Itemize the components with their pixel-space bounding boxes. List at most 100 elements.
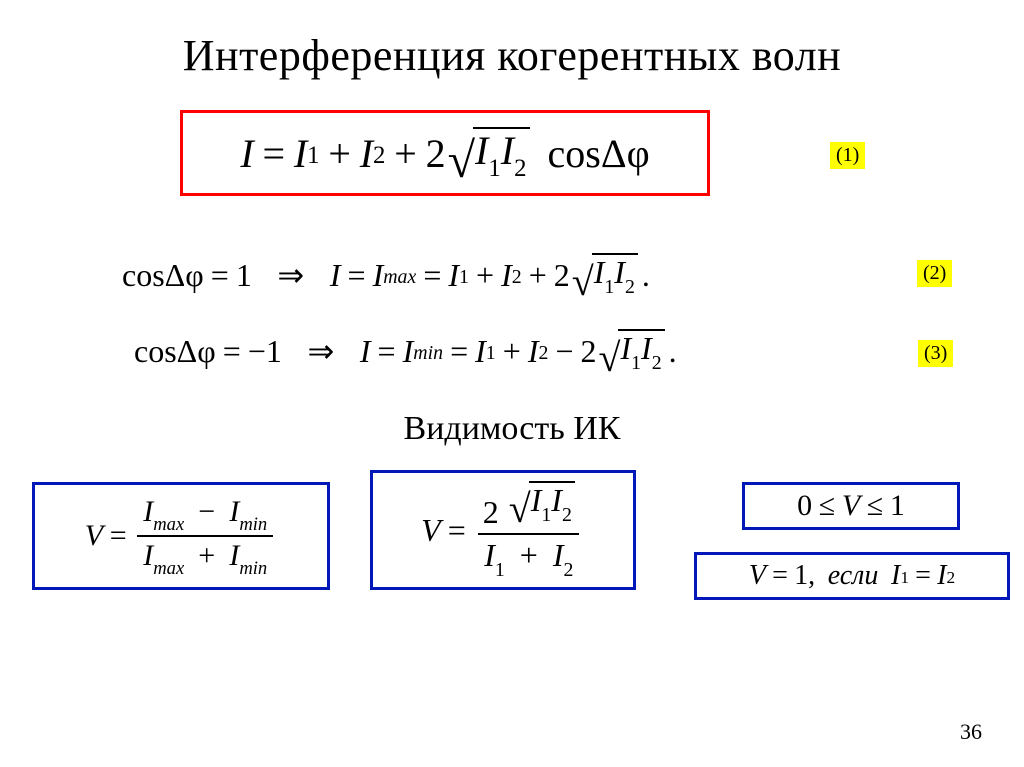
eq2-radicand: I1I2 <box>592 253 638 296</box>
eq3-radicand: I1I2 <box>618 329 664 372</box>
eq2-s2: 2 <box>512 266 522 289</box>
eq3-s2: 2 <box>538 342 548 365</box>
eq5-ds1: 1 <box>495 559 505 581</box>
eq2-p1: + <box>476 257 494 294</box>
eq3-s1: 1 <box>486 342 496 365</box>
eq3-rss2: 2 <box>652 352 662 374</box>
eq2-sqrt: √ I1I2 <box>572 253 638 296</box>
page-number: 36 <box>960 719 982 745</box>
eq7-eq2: = <box>915 560 931 592</box>
eq4-nminus: − <box>198 495 215 530</box>
equation-2: cos Δφ = 1 ⇒ I = Imax = I1 + I2 + 2 √ I1… <box>118 244 898 306</box>
eq5-dI2: I <box>553 537 564 573</box>
eq2-p2: + <box>529 257 547 294</box>
eq1-radicand: I1I2 <box>473 127 529 179</box>
eq4-dmin: min <box>239 558 267 579</box>
eq3-neg1: −1 <box>248 333 282 370</box>
eq2-I2: I <box>501 257 512 294</box>
equation-1-number: (1) <box>830 142 865 169</box>
eq5-ntwo: 2 <box>483 494 499 530</box>
eq7-V: V <box>749 560 766 592</box>
eq1-sqrt: √ I1I2 <box>448 127 530 179</box>
eq5-eq: = <box>448 512 466 549</box>
eq4-dplus: + <box>198 539 215 574</box>
eq6-one: 1 <box>890 489 905 523</box>
eq2-two: 2 <box>554 257 570 294</box>
eq2-s1: 1 <box>459 266 469 289</box>
eq2-eq2: = <box>423 257 441 294</box>
eq1-rI2: I <box>501 128 514 173</box>
eq4-fraction: Imax − Imin Imax + Imin <box>137 493 273 580</box>
eq6-zero: 0 <box>797 489 812 523</box>
sqrt-symbol-3: √ <box>599 344 621 372</box>
equation-4: V = Imax − Imin Imax + Imin <box>32 482 330 590</box>
eq6-V: V <box>842 489 860 523</box>
eq2-arrow: ⇒ <box>277 256 304 294</box>
eq5-ds2: 2 <box>564 559 574 581</box>
eq7-comma: , <box>808 560 815 592</box>
eq3-Imin: I <box>403 333 414 370</box>
eq7-s2: 2 <box>946 568 955 588</box>
eq2-eq1: = <box>348 257 366 294</box>
equation-6: 0 ≤ V ≤ 1 <box>742 482 960 530</box>
eq1-plus1: + <box>328 130 351 177</box>
eq3-eq1: = <box>378 333 396 370</box>
eq3-eq: = <box>223 333 241 370</box>
eq3-I1: I <box>475 333 486 370</box>
eq3-I: I <box>360 333 371 370</box>
eq3-sqrt: √ I1I2 <box>599 329 665 372</box>
eq2-eq: = <box>211 257 229 294</box>
eq5-nI2: I <box>551 482 562 518</box>
eq3-rI2: I <box>641 330 652 366</box>
eq7-eq: = <box>772 560 788 592</box>
eq5-dplus: + <box>520 537 538 574</box>
eq1-I: I <box>240 130 253 177</box>
eq5-dI1: I <box>484 537 495 573</box>
eq3-arrow: ⇒ <box>307 332 334 370</box>
eq4-nI2: I <box>229 495 239 528</box>
eq4-nI1: I <box>143 495 153 528</box>
eq7-if: если <box>828 560 879 592</box>
eq3-m: − <box>555 333 573 370</box>
sqrt-symbol-2: √ <box>572 268 594 296</box>
eq7-s1: 1 <box>900 568 909 588</box>
eq5-num: 2 √ I1I2 <box>477 479 581 533</box>
equation-5: V = 2 √ I1I2 I1 + I2 <box>370 470 636 590</box>
eq7-I1: I <box>891 560 900 592</box>
eq2-one: 1 <box>236 257 252 294</box>
slide-title: Интерференция когерентных волн <box>0 30 1024 81</box>
eq4-eq: = <box>110 519 127 553</box>
eq7-one: 1 <box>794 560 808 592</box>
eq5-nI1: I <box>531 482 542 518</box>
eq2-Imax: I <box>373 257 384 294</box>
eq4-nmax: max <box>153 514 184 535</box>
eq2-max: max <box>383 266 416 289</box>
sqrt-symbol: √ <box>448 143 475 178</box>
eq1-sub1: 1 <box>307 142 319 170</box>
eq2-rI2: I <box>614 254 625 290</box>
eq1-eq: = <box>262 130 285 177</box>
eq5-ns2: 2 <box>562 504 572 526</box>
eq2-rss2: 2 <box>625 276 635 298</box>
subtitle: Видимость ИК <box>0 410 1024 448</box>
eq1-dphi: Δφ <box>601 130 650 177</box>
eq5-ns1: 1 <box>541 504 551 526</box>
eq1-sub2: 2 <box>373 142 385 170</box>
eq7-I2: I <box>937 560 946 592</box>
eq2-I1: I <box>448 257 459 294</box>
equation-3: cos Δφ = −1 ⇒ I = Imin = I1 + I2 − 2 √ I… <box>134 320 914 382</box>
eq4-V: V <box>85 519 103 553</box>
sqrt-symbol-5: √ <box>509 495 531 523</box>
eq3-dphi: Δφ <box>177 333 216 370</box>
equation-2-number: (2) <box>917 260 952 287</box>
eq5-V: V <box>421 512 441 549</box>
eq1-I1: I <box>294 130 307 177</box>
eq3-dot: . <box>669 333 677 370</box>
eq3-min: min <box>413 342 443 365</box>
eq4-dI1: I <box>143 539 153 572</box>
eq1-rsub2: 2 <box>514 155 526 182</box>
eq1-I2: I <box>360 130 373 177</box>
eq2-rI1: I <box>594 254 605 290</box>
eq6-le1: ≤ <box>819 489 835 523</box>
eq3-cos: cos <box>134 333 177 370</box>
